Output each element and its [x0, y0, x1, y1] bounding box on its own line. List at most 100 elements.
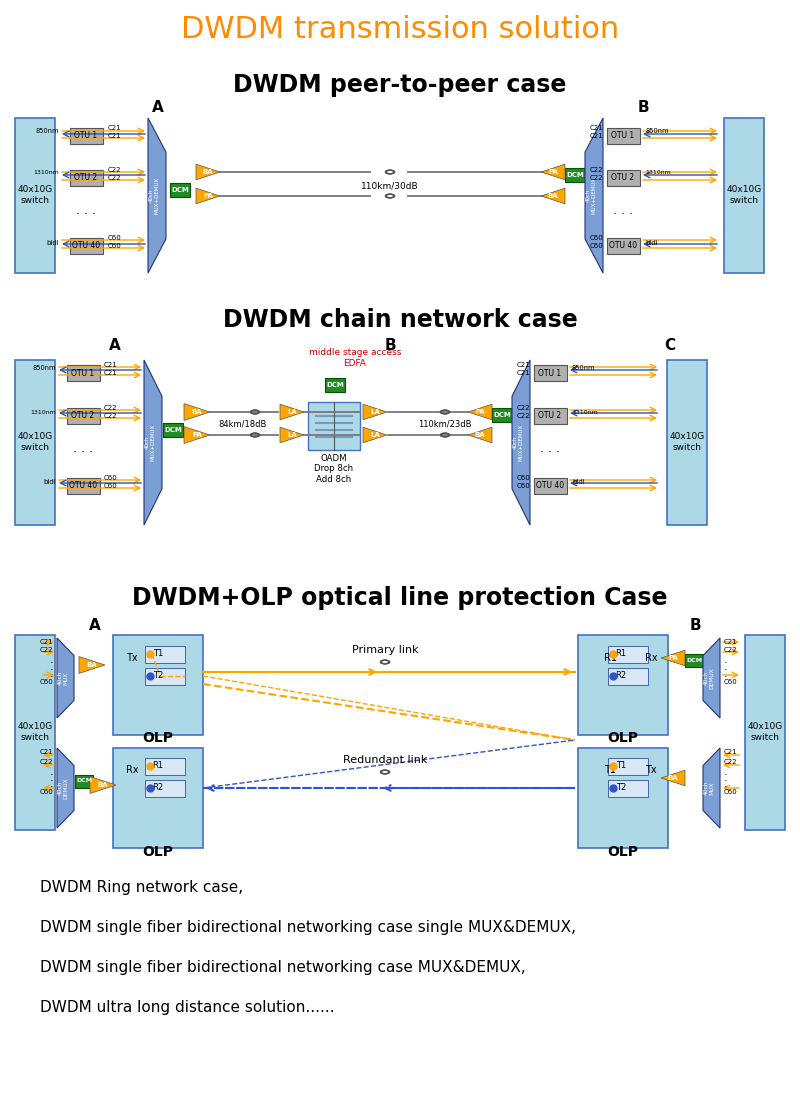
- Text: C60: C60: [590, 243, 603, 249]
- Text: 1310nm: 1310nm: [30, 410, 56, 414]
- Text: .: .: [50, 780, 53, 789]
- Text: OTU 40: OTU 40: [69, 481, 97, 491]
- Text: PA: PA: [192, 432, 202, 438]
- Text: C21: C21: [108, 133, 122, 139]
- Polygon shape: [541, 188, 565, 204]
- Text: bidi: bidi: [645, 240, 658, 246]
- Bar: [170, 183, 190, 197]
- Text: DWDM transmission solution: DWDM transmission solution: [181, 15, 619, 44]
- Text: DCM: DCM: [171, 187, 189, 193]
- Text: R1: R1: [615, 650, 626, 658]
- Polygon shape: [79, 656, 105, 674]
- Text: 40ch
MUX: 40ch MUX: [704, 781, 714, 795]
- Text: DCM: DCM: [493, 412, 511, 418]
- Text: A: A: [152, 100, 164, 116]
- Bar: [75, 775, 93, 788]
- Text: C60: C60: [108, 235, 122, 241]
- Text: 40ch
MUX: 40ch MUX: [58, 671, 69, 685]
- Bar: [67, 478, 100, 494]
- Text: OADM
Drop 8ch
Add 8ch: OADM Drop 8ch Add 8ch: [314, 454, 354, 483]
- Polygon shape: [585, 118, 603, 273]
- Text: C21: C21: [108, 126, 122, 131]
- Text: DWDM single fiber bidirectional networking case single MUX&DEMUX,: DWDM single fiber bidirectional networki…: [40, 920, 576, 935]
- Text: OTU 1: OTU 1: [71, 369, 94, 378]
- Text: OTU 2: OTU 2: [74, 174, 98, 183]
- Bar: [534, 366, 567, 381]
- Bar: [578, 635, 668, 735]
- Text: C60: C60: [39, 789, 53, 795]
- Bar: [163, 423, 183, 437]
- Text: Rx: Rx: [645, 653, 658, 663]
- Bar: [113, 748, 203, 848]
- Text: C60: C60: [516, 483, 530, 489]
- Text: PA: PA: [475, 408, 485, 415]
- Text: 110km/23dB: 110km/23dB: [418, 419, 472, 428]
- Text: OTU 2: OTU 2: [71, 412, 94, 421]
- Text: OTU 1: OTU 1: [611, 131, 634, 141]
- Text: 1310nm: 1310nm: [645, 171, 670, 175]
- Bar: [145, 646, 185, 663]
- Text: C21: C21: [590, 133, 603, 139]
- Text: LA: LA: [287, 432, 297, 438]
- Polygon shape: [148, 118, 166, 273]
- Text: 850nm: 850nm: [35, 128, 59, 134]
- Text: . . .: . . .: [613, 204, 633, 217]
- Text: Tx: Tx: [645, 765, 657, 775]
- Text: 40ch
MUX+DEMUX: 40ch MUX+DEMUX: [149, 176, 159, 214]
- Text: DWDM+OLP optical line protection Case: DWDM+OLP optical line protection Case: [132, 586, 668, 610]
- Text: C21: C21: [724, 639, 738, 645]
- Text: T1: T1: [616, 762, 626, 771]
- Bar: [67, 408, 100, 424]
- Bar: [724, 118, 764, 273]
- Text: OTU 1: OTU 1: [538, 369, 562, 378]
- Text: BA: BA: [98, 782, 108, 788]
- Text: .: .: [50, 669, 53, 679]
- Text: A: A: [109, 338, 121, 352]
- Text: PA: PA: [548, 168, 558, 175]
- Bar: [67, 366, 100, 381]
- Text: BA: BA: [474, 432, 486, 438]
- Text: C21: C21: [516, 362, 530, 368]
- Text: . . .: . . .: [540, 442, 560, 455]
- Bar: [113, 635, 203, 735]
- Text: OLP: OLP: [142, 844, 174, 859]
- Bar: [145, 668, 185, 685]
- Bar: [578, 748, 668, 848]
- Text: 110km/30dB: 110km/30dB: [361, 182, 419, 190]
- Text: C21: C21: [39, 639, 53, 645]
- Text: DWDM single fiber bidirectional networking case MUX&DEMUX,: DWDM single fiber bidirectional networki…: [40, 960, 526, 975]
- Text: BA: BA: [548, 193, 558, 199]
- Text: 40x10G
switch: 40x10G switch: [747, 722, 782, 742]
- Bar: [608, 646, 648, 663]
- Text: 40x10G
switch: 40x10G switch: [18, 185, 53, 205]
- Text: C22: C22: [39, 647, 53, 653]
- Text: 1310nm: 1310nm: [572, 410, 598, 414]
- Bar: [667, 360, 707, 525]
- Text: R2: R2: [153, 784, 163, 793]
- Text: C22: C22: [108, 175, 122, 181]
- Text: .: .: [724, 773, 728, 783]
- Text: 850nm: 850nm: [645, 128, 669, 134]
- Text: C60: C60: [590, 235, 603, 241]
- Text: OTU 40: OTU 40: [72, 241, 100, 251]
- Polygon shape: [703, 748, 720, 828]
- Polygon shape: [196, 164, 220, 179]
- Text: .: .: [724, 669, 728, 679]
- Text: C21: C21: [104, 370, 118, 377]
- Text: T2: T2: [616, 784, 626, 793]
- Bar: [70, 128, 103, 144]
- Polygon shape: [363, 427, 387, 443]
- Text: DWDM chain network case: DWDM chain network case: [222, 308, 578, 333]
- Text: LA: LA: [370, 432, 380, 438]
- Text: C60: C60: [108, 243, 122, 249]
- Polygon shape: [184, 426, 210, 444]
- Polygon shape: [512, 360, 530, 525]
- Text: B: B: [384, 338, 396, 352]
- Text: C60: C60: [724, 679, 738, 685]
- Bar: [492, 408, 512, 422]
- Text: C21: C21: [724, 749, 738, 755]
- Text: OTU 40: OTU 40: [609, 241, 637, 251]
- Text: PA: PA: [203, 193, 213, 199]
- Text: C22: C22: [104, 413, 118, 419]
- Bar: [15, 360, 55, 525]
